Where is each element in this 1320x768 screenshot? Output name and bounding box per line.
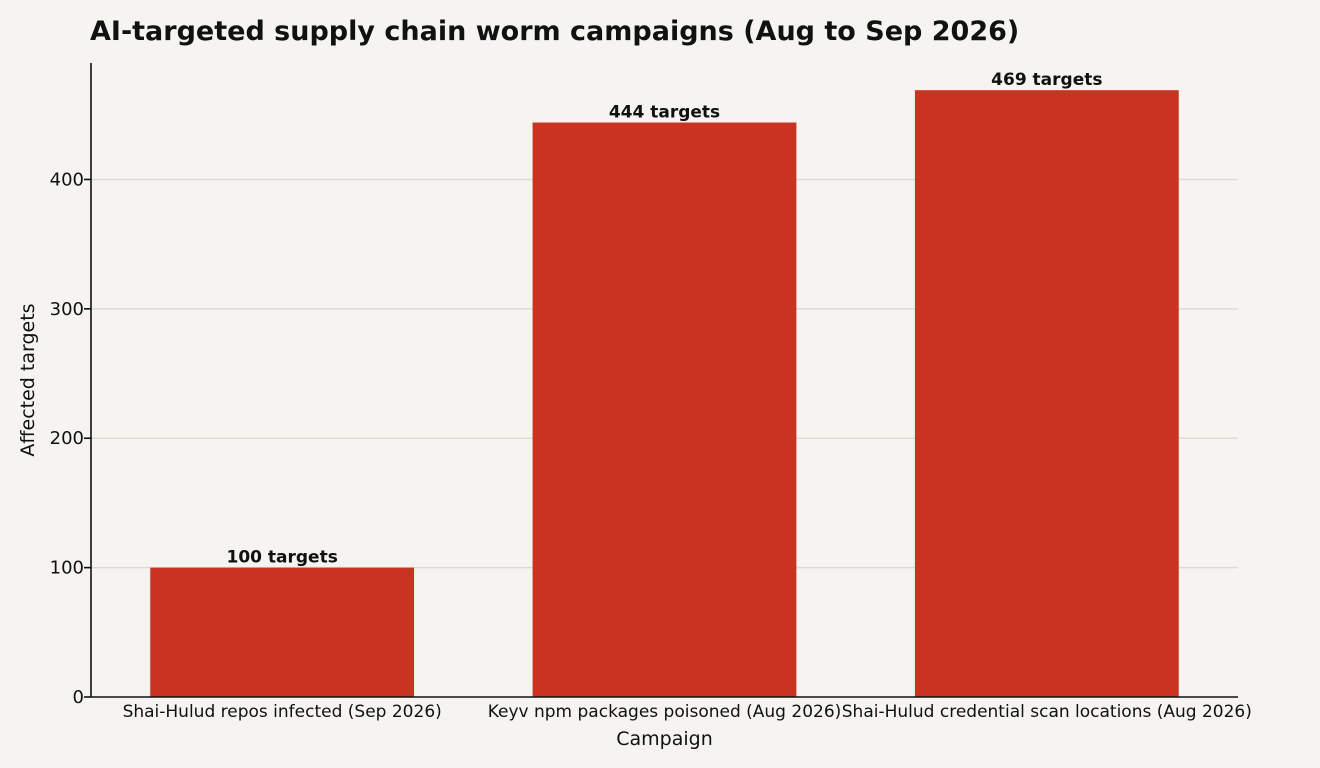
x-tick-label: Shai-Hulud credential scan locations (Au… <box>842 702 1252 722</box>
bar <box>150 567 415 697</box>
y-tick-label: 400 <box>50 169 84 190</box>
bar <box>914 90 1179 697</box>
y-tick-label: 300 <box>50 299 84 320</box>
bars <box>150 90 1179 697</box>
y-ticks: 0 100 200 300 400 <box>50 169 91 708</box>
x-tick-label: Shai-Hulud repos infected (Sep 2026) <box>123 702 442 722</box>
data-label: 469 targets <box>991 70 1102 90</box>
y-tick-label: 0 <box>73 687 84 708</box>
bar <box>532 122 797 697</box>
data-label: 444 targets <box>609 103 720 123</box>
x-ticks: Shai-Hulud repos infected (Sep 2026) Keyv… <box>123 702 1252 722</box>
x-tick-label: Keyv npm packages poisoned (Aug 2026) <box>488 702 842 722</box>
y-tick-label: 100 <box>50 558 84 579</box>
x-axis-label: Campaign <box>616 728 713 750</box>
y-tick-label: 200 <box>50 428 84 449</box>
y-axis-label: Affected targets <box>17 303 39 456</box>
data-label: 100 targets <box>226 548 337 568</box>
data-labels: 100 targets 444 targets 469 targets <box>226 70 1102 567</box>
chart-title: AI-targeted supply chain worm campaigns … <box>90 16 1019 47</box>
